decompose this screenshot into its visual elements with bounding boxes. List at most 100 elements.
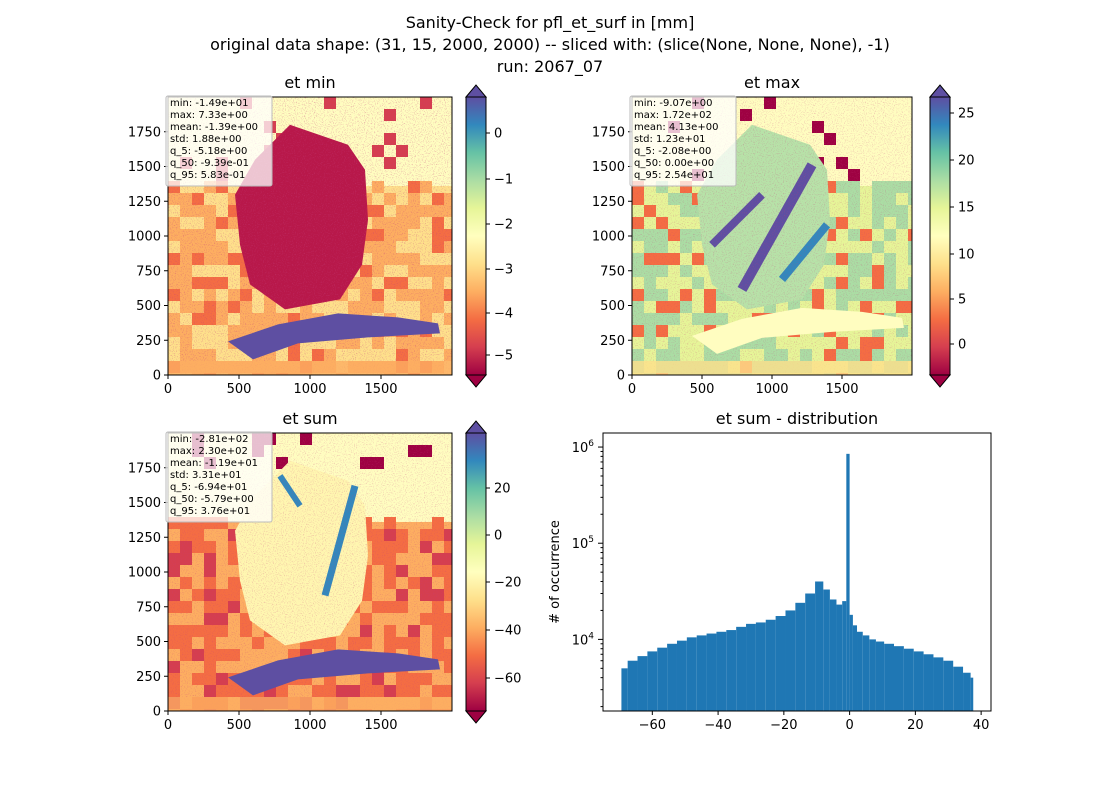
figure-title-line-1: Sanity-Check for pfl_et_surf in [mm] [405, 13, 695, 32]
x-tick-label: 1500 [825, 382, 858, 397]
colorbar: 0 −1 −2 −3 −4 −5 [464, 84, 513, 388]
panel-title: et sum - distribution [716, 409, 878, 428]
colorbar-tick-label: −5 [494, 349, 513, 364]
histogram-bar [846, 453, 850, 711]
histogram-bar [862, 635, 870, 711]
y-tick-label: 1750 [592, 125, 625, 140]
histogram-bar [637, 656, 648, 711]
histogram-bar [686, 637, 697, 711]
y-tick-label: 500 [136, 635, 161, 650]
y-tick-label: 104 [572, 631, 595, 648]
histogram-bar [913, 651, 924, 711]
y-tick-label: 750 [136, 264, 161, 279]
histogram-bar [765, 619, 776, 711]
colorbar: 20 0 −20 −40 −60 [464, 420, 521, 724]
water-band [228, 649, 440, 696]
stats-line: max: 2.30e+02 [170, 446, 248, 457]
colorbar-tick-label: 5 [958, 293, 966, 308]
x-tick-label: 1000 [293, 718, 326, 733]
histogram-bar [884, 643, 894, 711]
x-tick-label: 500 [690, 382, 715, 397]
histogram-bar [627, 660, 638, 711]
colorbar-tick-label: −40 [494, 624, 521, 639]
y-tick-label: 500 [600, 299, 625, 314]
histogram-bar [785, 610, 796, 711]
stats-line: mean: 4.13e+00 [634, 122, 718, 133]
histogram-bar [621, 668, 628, 711]
histogram-bar [795, 602, 806, 711]
stats-line: q_50: -9.39e-01 [170, 158, 249, 169]
y-tick-label: 1750 [128, 461, 161, 476]
histogram-bar [903, 648, 914, 711]
colorbar-tick-label: 20 [958, 154, 975, 169]
y-tick-label: 0 [153, 705, 161, 720]
y-tick-label: 1000 [128, 230, 161, 245]
colorbar-extend-min [464, 710, 488, 724]
colorbar-tick-label: −20 [494, 576, 521, 591]
stats-line: std: 1.23e+01 [634, 134, 706, 145]
y-tick-label: 1000 [592, 230, 625, 245]
stats-line: std: 1.88e+00 [170, 134, 242, 145]
figure-title-line-3: run: 2067_07 [496, 57, 604, 76]
histogram-bar [823, 589, 830, 711]
histogram-bar [736, 626, 747, 711]
stats-line: q_50: -5.79e+00 [170, 494, 254, 505]
histogram-bar [923, 654, 934, 711]
x-tick-label: −60 [639, 718, 666, 733]
stats-line: q_5: -6.94e+01 [170, 482, 247, 493]
x-tick-label: 1500 [364, 382, 397, 397]
y-tick-label: 1500 [128, 160, 161, 175]
histogram-bar [676, 640, 687, 711]
colorbar-tick-label: 15 [958, 201, 975, 216]
y-tick-label: 750 [136, 600, 161, 615]
stats-line: min: -1.49e+01 [170, 98, 249, 109]
stats-line: std: 3.31e+01 [170, 470, 242, 481]
y-tick-label: 1000 [128, 566, 161, 581]
colorbar-tick-label: 0 [958, 338, 966, 353]
x-tick-label: 0 [164, 718, 172, 733]
x-tick-label: −20 [770, 718, 797, 733]
histogram-bar [933, 657, 944, 711]
histogram-bar [696, 635, 707, 711]
x-tick-label: 500 [227, 382, 252, 397]
histogram-bar [953, 666, 964, 711]
x-tick-label: 0 [628, 382, 636, 397]
y-tick-label: 0 [617, 369, 625, 384]
y-tick-label: 1500 [592, 160, 625, 175]
y-tick-label: 106 [572, 439, 595, 456]
colorbar-tick-label: −3 [494, 263, 513, 278]
histogram-bar [647, 651, 658, 711]
x-tick-label: 0 [845, 718, 853, 733]
histogram-bar [875, 641, 885, 711]
colorbar-tick-label: 25 [958, 107, 975, 122]
histogram-bar [815, 581, 824, 711]
colorbar-extend-max [928, 84, 952, 98]
y-tick-label: 250 [600, 334, 625, 349]
histogram-bar [775, 616, 786, 711]
y-tick-label: 1250 [128, 195, 161, 210]
colorbar: 25 20 15 10 5 0 [928, 84, 975, 388]
histogram-bar [667, 643, 677, 711]
x-tick-label: 1500 [364, 718, 397, 733]
panel-title: et min [284, 73, 335, 92]
water-band [692, 307, 904, 354]
histogram-bar [963, 672, 971, 711]
histogram-bar [716, 631, 727, 711]
stats-line: q_95: 3.76e+01 [170, 506, 250, 517]
y-tick-label: 1250 [128, 531, 161, 546]
y-tick-label: 0 [153, 369, 161, 384]
histogram-bar [857, 631, 863, 711]
colorbar-extend-min [928, 374, 952, 388]
stats-line: q_95: 5.83e-01 [170, 170, 245, 181]
stats-line: max: 1.72e+02 [634, 110, 712, 121]
histogram-bar [943, 660, 954, 711]
histogram-bar [657, 647, 668, 711]
histogram-bar [869, 639, 876, 711]
colorbar-extend-max [464, 420, 488, 434]
water-band [228, 313, 440, 360]
heatmap-image [168, 433, 452, 711]
stats-line: q_95: 2.54e+01 [634, 170, 714, 181]
